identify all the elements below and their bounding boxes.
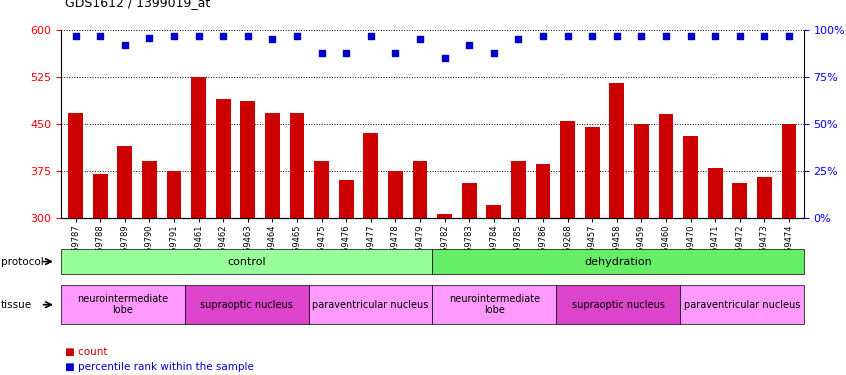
Bar [413,161,427,218]
Point [659,33,673,39]
Point [512,36,525,42]
Point [290,33,304,39]
Bar [118,146,132,218]
Point [118,42,132,48]
Point [192,33,206,39]
Point [388,50,402,55]
Point [438,55,452,61]
Text: control: control [228,256,266,267]
Bar [69,112,83,218]
Point [610,33,624,39]
Text: dehydration: dehydration [584,256,652,267]
Text: paraventricular nucleus: paraventricular nucleus [312,300,429,310]
Text: neurointermediate
lobe: neurointermediate lobe [77,294,168,315]
Text: supraoptic nucleus: supraoptic nucleus [572,300,664,310]
Point [69,33,82,39]
Point [708,33,722,39]
Bar [609,83,624,218]
Bar [680,285,804,324]
Point [561,33,574,39]
Point [487,50,501,55]
Bar [167,171,181,217]
Bar [265,113,280,218]
Bar [658,114,673,218]
Point [241,33,255,39]
Bar [339,180,354,218]
Text: tissue: tissue [1,300,32,310]
Point [634,33,648,39]
Bar [184,285,309,324]
Text: paraventricular nucleus: paraventricular nucleus [684,300,800,310]
Text: supraoptic nucleus: supraoptic nucleus [201,300,293,310]
Point [585,33,599,39]
Bar [782,124,796,218]
Bar [314,161,329,218]
Bar [432,249,804,274]
Text: neurointermediate
lobe: neurointermediate lobe [448,294,540,315]
Bar [240,100,255,218]
Text: ■ percentile rank within the sample: ■ percentile rank within the sample [65,363,254,372]
Text: ■ count: ■ count [65,348,107,357]
Bar [364,133,378,218]
Bar [486,205,501,218]
Point [94,33,107,39]
Point [168,33,181,39]
Bar [289,112,305,218]
Point [413,36,426,42]
Bar [216,99,231,218]
Point [143,34,157,40]
Point [364,33,377,39]
Bar [309,285,432,324]
Bar [733,183,747,218]
Bar [432,285,556,324]
Bar [536,164,551,218]
Bar [757,177,772,218]
Point [266,36,279,42]
Bar [191,77,206,218]
Point [217,33,230,39]
Bar [388,171,403,217]
Point [757,33,771,39]
Bar [437,214,452,217]
Bar [93,174,107,217]
Point [315,50,328,55]
Text: protocol: protocol [1,256,44,267]
Bar [684,136,698,218]
Bar [462,183,476,218]
Point [684,33,697,39]
Point [783,33,796,39]
Bar [708,168,722,217]
Text: GDS1612 / 1399019_at: GDS1612 / 1399019_at [65,0,211,9]
Point [339,50,353,55]
Bar [61,285,184,324]
Bar [61,249,432,274]
Point [536,33,550,39]
Bar [511,161,525,218]
Bar [560,121,575,218]
Bar [634,124,649,218]
Bar [142,161,157,218]
Bar [556,285,680,324]
Point [463,42,476,48]
Point [733,33,746,39]
Bar [585,127,600,218]
